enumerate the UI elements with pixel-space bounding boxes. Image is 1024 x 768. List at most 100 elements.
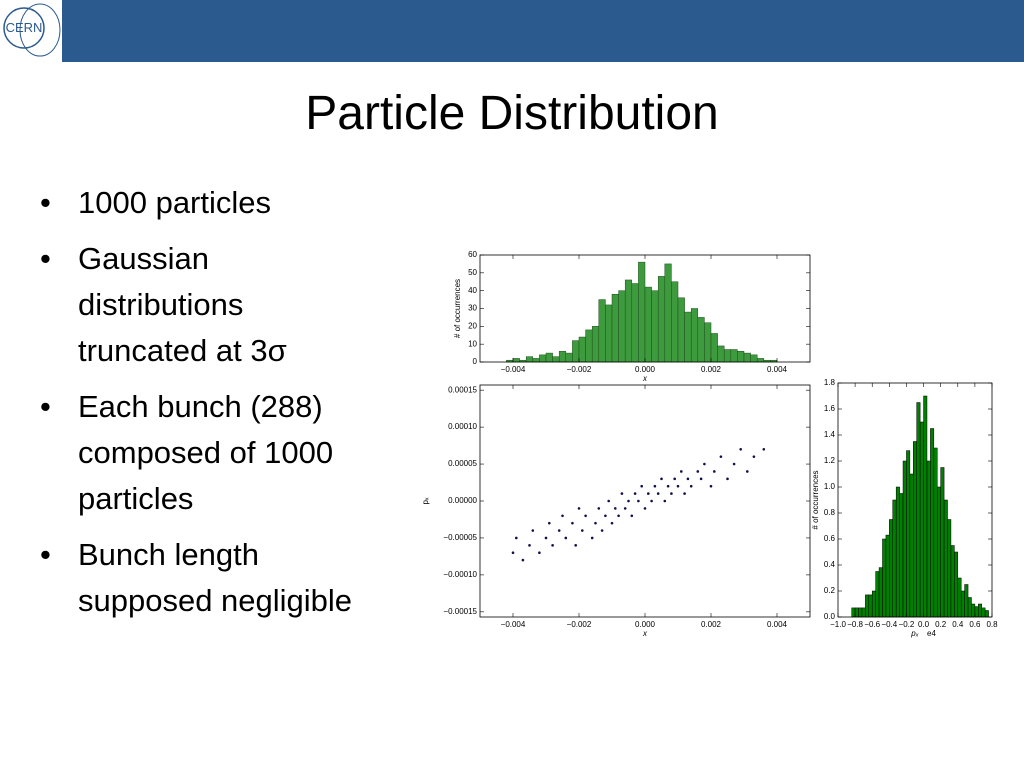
- histogram-bar: [572, 340, 580, 363]
- scatter-point: [752, 455, 756, 458]
- histogram-bar: [913, 441, 917, 618]
- histogram-bar: [644, 286, 652, 363]
- histogram-bar: [889, 519, 894, 618]
- histogram-bar: [909, 473, 914, 618]
- x-axis-label: x: [642, 629, 648, 638]
- histogram-bar: [697, 317, 705, 363]
- histogram-bar: [756, 358, 765, 363]
- y-tick-label: −0.00005: [443, 533, 477, 542]
- scatter-point: [676, 484, 680, 488]
- scatter-point: [617, 514, 620, 518]
- x-tick-label: 0.6: [969, 620, 981, 629]
- x-axis-label: pₓ: [910, 629, 919, 638]
- scatter-point: [551, 544, 554, 547]
- histogram-bar: [690, 308, 699, 363]
- scatter-point: [607, 499, 610, 503]
- y-tick-label: 0.4: [824, 560, 836, 569]
- y-tick-label: 1.6: [824, 404, 836, 413]
- histogram-bar: [858, 607, 863, 618]
- histogram-bar: [940, 467, 945, 618]
- y-tick-label: 10: [468, 339, 477, 348]
- histogram-bar: [974, 606, 979, 618]
- scatter-point: [610, 521, 614, 525]
- histogram-bar: [868, 594, 873, 618]
- y-tick-label: 0.00010: [448, 422, 477, 431]
- y-tick-label: 0.8: [824, 508, 836, 517]
- scatter-point: [564, 536, 568, 540]
- histogram-bar: [730, 349, 738, 363]
- histogram-bar: [923, 395, 928, 618]
- scatter-point: [561, 514, 564, 518]
- scatter-point: [614, 507, 617, 510]
- histogram-bar: [885, 534, 890, 618]
- histogram-bar: [545, 352, 553, 363]
- bullet: Each bunch (288) composed of 1000 partic…: [40, 384, 380, 522]
- histogram-bar: [936, 486, 941, 618]
- scatter-point: [623, 507, 627, 510]
- y-tick-label: −0.00010: [443, 570, 477, 579]
- histogram-bar: [651, 290, 659, 363]
- y-tick-label: 40: [468, 286, 477, 295]
- histogram-bar: [950, 545, 955, 618]
- y-tick-label: 1.8: [824, 378, 836, 387]
- scatter-point: [732, 462, 736, 466]
- scatter-point: [511, 551, 515, 555]
- scatter-point: [528, 544, 531, 547]
- scatter-point: [544, 536, 548, 540]
- scatter-point: [521, 558, 525, 562]
- x-tick-label: −0.2: [899, 620, 915, 629]
- y-tick-label: 0.00005: [448, 459, 477, 468]
- y-axis-label: pₓ: [421, 497, 430, 504]
- scatter-point: [719, 455, 723, 458]
- scatter-point: [590, 536, 594, 540]
- y-tick-label: 0.6: [824, 534, 836, 543]
- y-tick-label: 0.2: [824, 586, 836, 595]
- scatter-point: [653, 484, 657, 488]
- y-tick-label: 50: [468, 268, 477, 277]
- slide-title: Particle Distribution: [305, 87, 719, 140]
- histogram-bar: [723, 349, 732, 363]
- scatter-point: [597, 507, 601, 510]
- logo-graphic: CERN: [3, 3, 61, 57]
- x-tick-label: 0.0: [918, 620, 930, 629]
- scatter-point: [660, 477, 663, 481]
- histogram-bar: [591, 326, 600, 363]
- y-axis-label: # of occurrences: [453, 279, 462, 338]
- scatter-point: [746, 470, 749, 473]
- histogram-bar: [930, 428, 935, 618]
- y-tick-label: 1.2: [824, 456, 836, 465]
- histogram-bar: [743, 352, 751, 363]
- y-tick-label: −0.00015: [443, 607, 477, 616]
- x-tick-label: 0.004: [767, 620, 788, 629]
- header-bar: [0, 0, 1024, 62]
- histogram-bar: [984, 610, 989, 618]
- scatter-point: [656, 492, 660, 495]
- x-tick-label: −0.004: [501, 365, 526, 374]
- scatter-point: [531, 529, 535, 532]
- scatter-point: [683, 492, 686, 495]
- x-tick-label: 0.000: [635, 620, 656, 629]
- scatter-point: [640, 484, 643, 488]
- bullet: 1000 particles: [40, 180, 380, 226]
- y-axis-label: # of occurrences: [811, 470, 820, 529]
- histogram-bar: [919, 421, 924, 618]
- histogram-bar: [737, 351, 745, 363]
- x-axis-label: x: [642, 374, 648, 383]
- x-tick-label: 0.002: [701, 365, 722, 374]
- scatter-point: [680, 470, 683, 473]
- y-tick-label: 20: [468, 321, 477, 330]
- x-tick-label: −0.004: [501, 620, 526, 629]
- histogram-bar: [585, 329, 593, 363]
- bullet-list: 1000 particles Gaussian distributions tr…: [40, 180, 380, 634]
- scatter-point: [643, 507, 647, 510]
- scatter-point: [630, 514, 634, 518]
- histogram-bar: [971, 603, 976, 618]
- histogram-bar: [618, 290, 626, 363]
- scatter-point: [670, 492, 673, 495]
- scatter-point: [620, 492, 624, 495]
- histogram-bar: [558, 351, 567, 363]
- histogram-bar: [512, 358, 520, 363]
- scatter-point: [571, 521, 574, 525]
- scatter-point: [686, 477, 690, 481]
